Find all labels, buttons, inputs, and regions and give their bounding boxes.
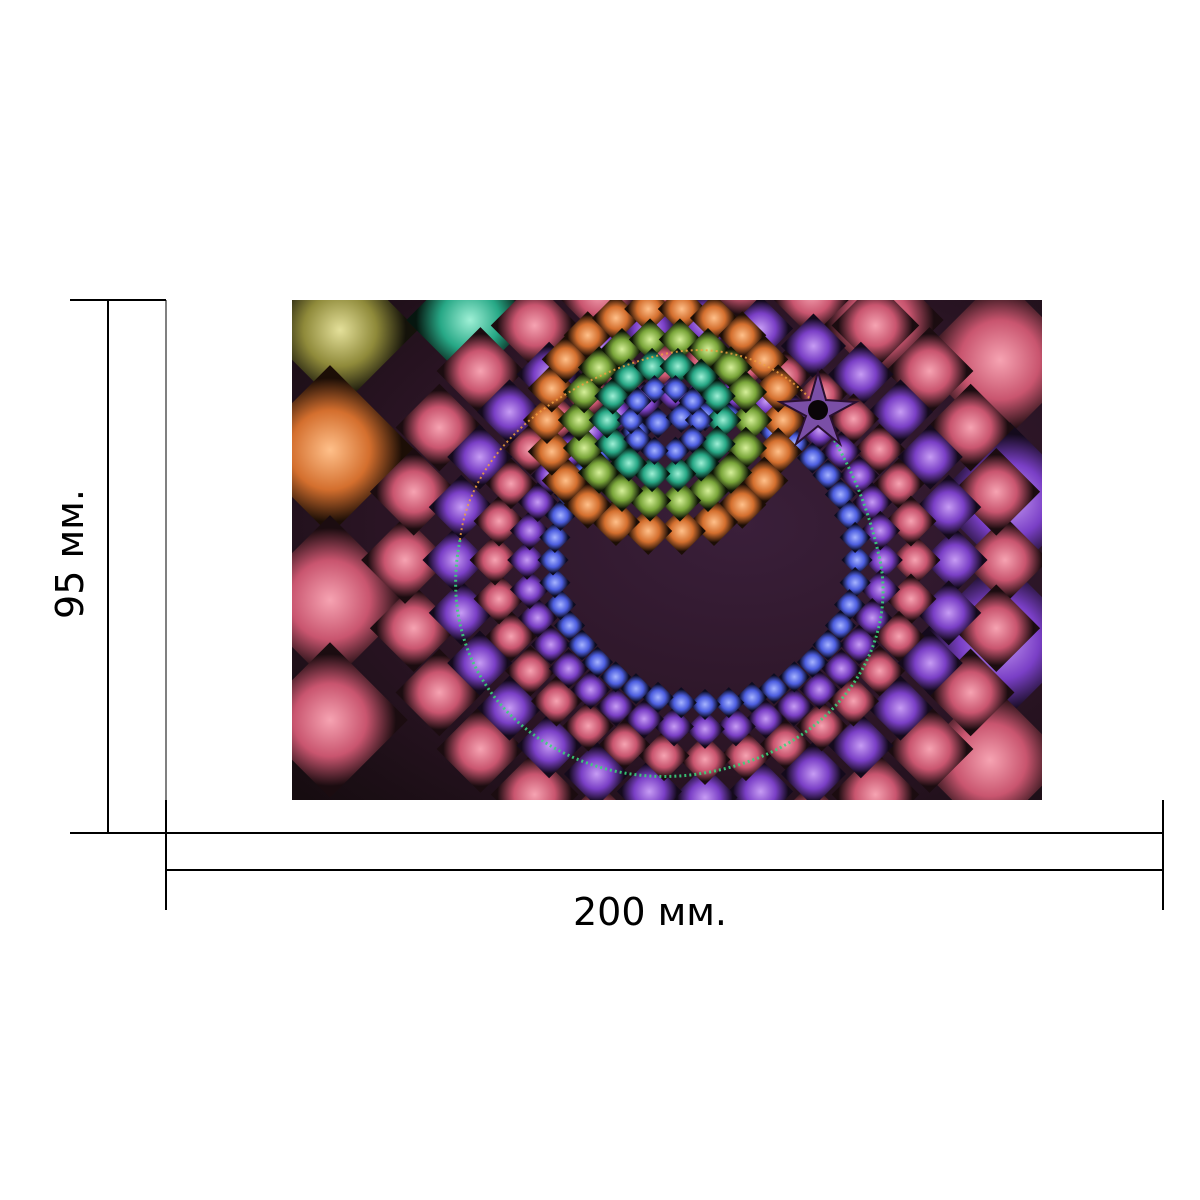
fractal-tile	[885, 573, 937, 625]
fractal-tile	[678, 386, 707, 416]
fractal-tile	[509, 569, 550, 610]
fractal-tile	[912, 682, 1042, 800]
fractal-tile	[873, 610, 925, 662]
fractal-tile	[596, 686, 636, 727]
fractal-tile	[661, 375, 690, 404]
fractal-tile	[469, 534, 521, 586]
fractal-tile	[624, 799, 713, 800]
height-label: 95 мм.	[48, 489, 92, 619]
fractal-tile	[624, 300, 673, 334]
star-icon	[776, 368, 860, 448]
fractal-tile	[860, 510, 901, 551]
fractal-tile	[697, 799, 786, 800]
fractal-tile	[517, 482, 558, 522]
fractal-tile	[685, 709, 725, 749]
fractal-tile	[361, 516, 449, 604]
fractal-tile	[640, 436, 669, 465]
fractal-tile	[716, 706, 756, 747]
fractal-tile	[657, 506, 706, 556]
fractal-tile	[854, 423, 906, 475]
fractal-tile	[828, 713, 894, 779]
fractal-tile	[531, 675, 582, 727]
fractal-tile	[774, 686, 814, 727]
fractal-tile	[477, 379, 543, 445]
fractal-tile	[799, 669, 840, 710]
fractal-tile	[624, 699, 664, 739]
fractal-tile	[473, 573, 525, 625]
fractal-artwork-image	[292, 300, 1042, 800]
fractal-tile	[531, 624, 571, 665]
fractal-tile	[640, 375, 669, 404]
fractal-tile	[292, 642, 408, 798]
height-dimension	[70, 299, 167, 834]
fractal-tile	[659, 455, 697, 493]
fractal-tile	[961, 516, 1042, 604]
fractal-tile	[821, 648, 862, 689]
fractal-tile	[828, 341, 894, 407]
fractal-tile	[623, 386, 652, 416]
fractal-tile	[504, 645, 556, 697]
fractal-tile	[873, 458, 925, 510]
fractal-tile	[570, 669, 611, 710]
fractal-tile	[633, 347, 671, 385]
fractal-tile	[889, 534, 941, 586]
fractal-tile	[527, 427, 576, 476]
fractal-tile	[839, 455, 879, 496]
fractal-tile	[517, 598, 558, 638]
width-dimension	[165, 800, 1164, 910]
fractal-tile	[698, 377, 736, 415]
fractal-tile	[828, 675, 879, 727]
fractal-tile	[548, 648, 589, 689]
fractal-tile	[672, 764, 738, 800]
fractal-tile	[867, 379, 933, 445]
width-label: 200 мм.	[572, 890, 728, 934]
fractal-tile	[516, 713, 582, 779]
fractal-tile	[654, 706, 694, 747]
fractal-tile	[661, 436, 690, 465]
fractal-tile	[678, 424, 707, 454]
fractal-tile	[854, 645, 906, 697]
fractal-tile	[796, 442, 829, 474]
fractal-tile	[812, 459, 844, 491]
fractal-tile	[831, 300, 920, 370]
fractal-tile	[490, 750, 579, 800]
fractal-tile	[867, 675, 933, 741]
fractal-tile	[522, 395, 572, 445]
fractal-tile	[885, 495, 937, 547]
fractal-tile	[821, 431, 862, 472]
fractal-tile	[642, 407, 674, 439]
fractal-tile	[922, 527, 988, 593]
fractal-tile	[422, 527, 488, 593]
fractal-tile	[863, 540, 903, 580]
fractal-tile	[509, 510, 550, 551]
fractal-tile	[767, 300, 856, 338]
fractal-tile	[831, 750, 920, 800]
fractal-tile	[507, 540, 547, 580]
fractal-tile	[477, 675, 543, 741]
fractal-tile	[679, 734, 731, 785]
fractal-tile	[852, 482, 893, 522]
fractal-tile	[796, 700, 848, 752]
fractal-tile	[562, 700, 614, 752]
fractal-tile	[292, 300, 418, 408]
fractal-tile	[746, 699, 786, 739]
fractal-tile	[860, 569, 901, 610]
fractal-tile	[485, 610, 537, 662]
